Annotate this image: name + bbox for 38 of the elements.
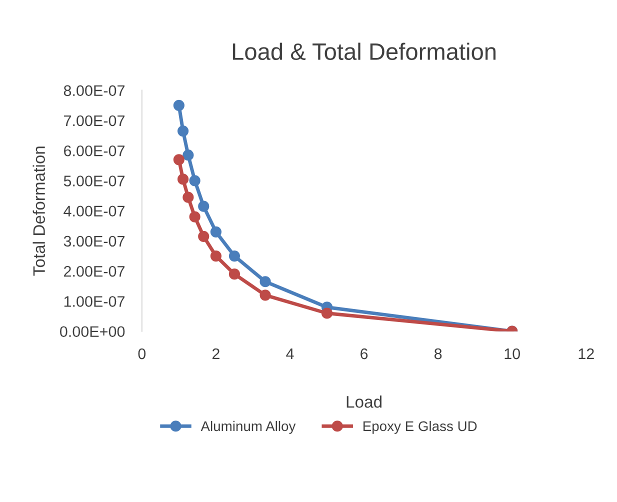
point xyxy=(189,211,200,222)
x-tick-label: 2 xyxy=(212,348,220,360)
point xyxy=(189,175,200,186)
x-axis-title: Load xyxy=(346,396,382,408)
y-tick-label: 4.00E-07 xyxy=(64,206,124,217)
x-tick-label: 0 xyxy=(138,348,146,360)
y-tick-label: 3.00E-07 xyxy=(64,236,124,247)
point xyxy=(173,154,184,166)
y-tick-label: 7.00E-07 xyxy=(64,115,124,126)
point xyxy=(260,276,271,288)
x-tick-label: 10 xyxy=(504,348,520,360)
point xyxy=(228,250,240,262)
point xyxy=(182,150,194,161)
y-tick-label: 5.00E-07 xyxy=(64,176,124,186)
point xyxy=(173,100,184,111)
x-tick-label: 4 xyxy=(286,348,294,360)
chart-title: Load & Total Deformation xyxy=(232,42,496,60)
point xyxy=(177,174,189,185)
y-tick-label: 2.00E-07 xyxy=(64,266,124,277)
point xyxy=(210,250,222,262)
point xyxy=(182,192,194,203)
point xyxy=(198,230,210,242)
x-tick-label: 8 xyxy=(434,348,442,360)
x-tick-label: 12 xyxy=(578,348,594,360)
point xyxy=(260,290,271,301)
point xyxy=(198,200,210,212)
x-tick-label: 6 xyxy=(360,348,368,360)
point xyxy=(321,308,333,319)
y-tick-label: 6.00E-07 xyxy=(64,145,124,156)
y-tick-label: 8.00E-07 xyxy=(64,85,124,96)
y-tick-label: 0.00E+00 xyxy=(60,326,125,338)
point xyxy=(228,268,240,280)
point xyxy=(210,226,222,238)
y-axis-title: Total Deformation xyxy=(32,146,45,276)
point xyxy=(177,125,189,137)
y-tick-label: 1.00E-07 xyxy=(64,296,124,307)
legend-label: Epoxy E Glass UD xyxy=(363,420,477,434)
legend-label: Aluminum Alloy xyxy=(200,420,296,434)
